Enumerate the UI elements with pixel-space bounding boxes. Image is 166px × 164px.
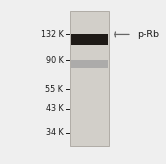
Text: 55 K: 55 K	[45, 85, 63, 94]
Text: 90 K: 90 K	[46, 56, 63, 65]
Text: 43 K: 43 K	[46, 104, 63, 113]
Text: 34 K: 34 K	[46, 128, 63, 137]
Text: 132 K: 132 K	[41, 30, 63, 39]
Text: p-Rb: p-Rb	[137, 30, 159, 39]
Bar	[71, 34, 108, 45]
Bar	[70, 11, 109, 146]
Bar	[71, 60, 108, 68]
